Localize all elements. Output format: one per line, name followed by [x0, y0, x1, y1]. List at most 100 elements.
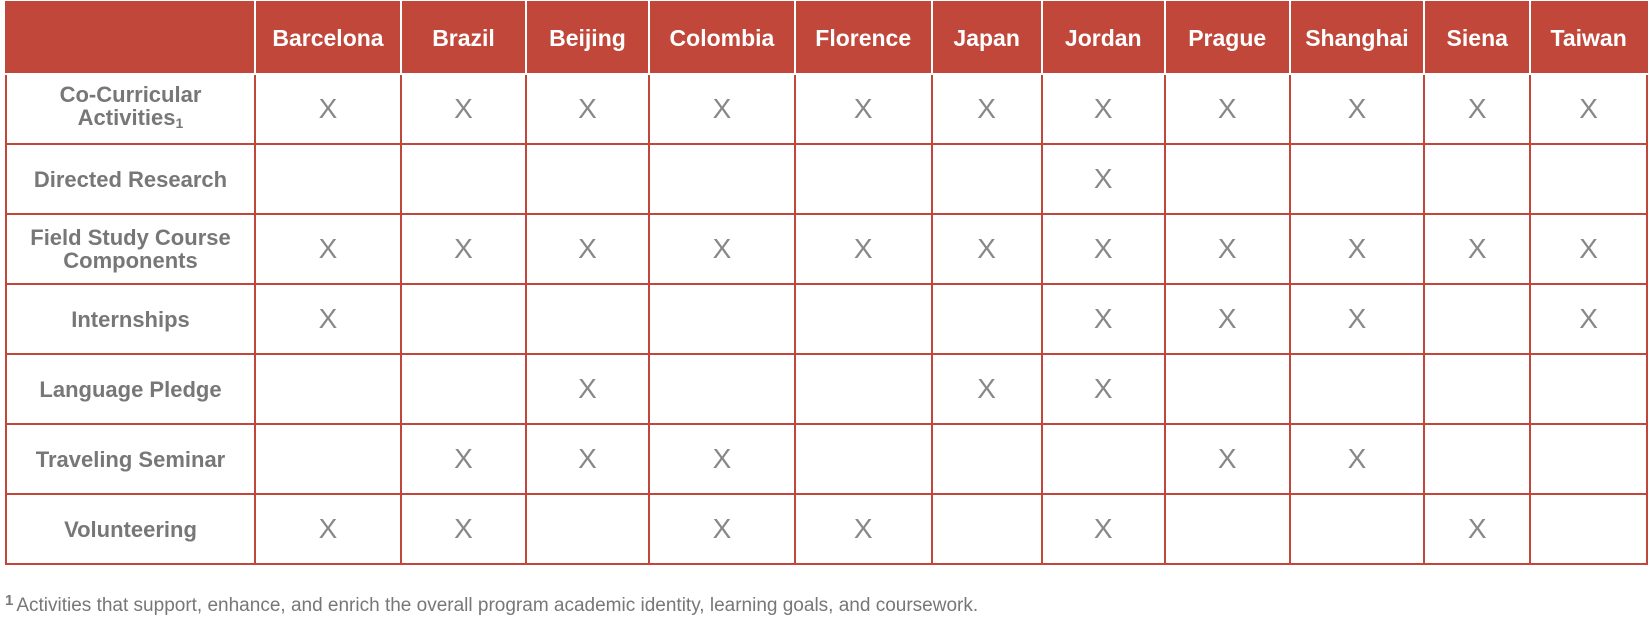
footnote-number: 1 [5, 592, 14, 609]
row-label: Directed Research [5, 143, 256, 215]
table-cell: X [399, 213, 528, 285]
corner-cell [5, 1, 256, 75]
table-cell: X [1040, 493, 1166, 565]
check-mark: X [454, 93, 473, 124]
table-cell [793, 143, 933, 215]
check-mark: X [853, 93, 873, 124]
footnote-reference: 1 [175, 115, 184, 131]
check-mark: X [977, 233, 996, 264]
check-mark: X [1347, 303, 1367, 334]
table-row: Co-Curricular Activities1 X X X X X X X X X X X [5, 73, 1648, 145]
footnote: 1 Activities that support, enhance, and e… [5, 592, 978, 617]
table-cell: X [1288, 283, 1426, 355]
table-cell [1529, 353, 1648, 425]
check-mark: X [712, 93, 732, 124]
column-header-taiwan: Taiwan [1529, 1, 1648, 75]
table-cell [1529, 143, 1648, 215]
row-label-text: Traveling Seminar [35, 446, 226, 472]
table-cell [1423, 283, 1532, 355]
column-header-brazil: Brazil [399, 1, 528, 75]
table-row: Directed Research X [5, 143, 1648, 215]
table-cell: X [1423, 213, 1532, 285]
table-cell: X [1288, 73, 1426, 145]
row-label: Internships [5, 283, 256, 355]
table-cell [399, 143, 528, 215]
table-cell [793, 353, 933, 425]
table-cell: X [930, 73, 1043, 145]
table-row: Language Pledge X X X [5, 353, 1648, 425]
row-label-text: Volunteering [64, 516, 197, 542]
program-features-table: Barcelona Brazil Beijing Colombia Florence Ja… [5, 1, 1648, 565]
table-cell [930, 283, 1043, 355]
check-mark: X [1093, 303, 1113, 334]
table-cell: X [1288, 213, 1426, 285]
table-cell: X [399, 423, 528, 495]
check-mark: X [1467, 513, 1487, 544]
column-header-beijing: Beijing [525, 1, 650, 75]
check-mark: X [578, 233, 597, 264]
table-cell: X [525, 353, 650, 425]
table-cell [793, 423, 933, 495]
check-mark: X [1347, 93, 1367, 124]
table-cell [253, 353, 403, 425]
check-mark: X [1093, 93, 1113, 124]
table-cell [930, 493, 1043, 565]
table-cell [525, 143, 650, 215]
table-cell: X [525, 213, 650, 285]
table-cell [1288, 493, 1426, 565]
check-mark: X [318, 303, 338, 334]
table-cell [253, 143, 403, 215]
table-cell: X [1163, 283, 1291, 355]
table-cell [525, 493, 650, 565]
check-mark: X [318, 513, 338, 544]
check-mark: X [1347, 233, 1367, 264]
table-row: Traveling Seminar X X X X X [5, 423, 1648, 495]
table-cell: X [1288, 423, 1426, 495]
table-cell: X [1529, 283, 1648, 355]
table-cell [647, 353, 796, 425]
table-cell [253, 423, 403, 495]
check-mark: X [712, 443, 732, 474]
table-cell [1163, 143, 1291, 215]
row-label-text: Internships [71, 306, 190, 332]
check-mark: X [318, 93, 338, 124]
table-cell [525, 283, 650, 355]
row-label: Language Pledge [5, 353, 256, 425]
row-label: Volunteering [5, 493, 256, 565]
row-label-text: Co-Curricular Activities [59, 82, 202, 130]
table-cell: X [647, 423, 796, 495]
table-cell: X [399, 73, 528, 145]
table-cell: X [253, 493, 403, 565]
column-header-florence: Florence [793, 1, 933, 75]
footnote-text: Activities that support, enhance, and en… [16, 595, 979, 616]
column-header-japan: Japan [930, 1, 1043, 75]
table-cell: X [1040, 283, 1166, 355]
table-cell [1529, 423, 1648, 495]
header-row: Barcelona Brazil Beijing Colombia Florence Ja… [5, 1, 1648, 75]
column-header-shanghai: Shanghai [1288, 1, 1426, 75]
table-row: Volunteering X X X X X X [5, 493, 1648, 565]
table-cell: X [793, 493, 933, 565]
table-cell [930, 423, 1043, 495]
table-cell [1423, 423, 1532, 495]
row-label: Co-Curricular Activities1 [5, 73, 256, 145]
table-cell: X [253, 213, 403, 285]
check-mark: X [1093, 513, 1113, 544]
row-label-text: Field Study Course Components [30, 225, 231, 273]
table-cell [1423, 353, 1532, 425]
check-mark: X [1093, 233, 1113, 264]
table-cell [1529, 493, 1648, 565]
table-cell [930, 143, 1043, 215]
check-mark: X [578, 93, 597, 124]
table-cell: X [1163, 73, 1291, 145]
check-mark: X [1347, 443, 1367, 474]
table-cell [647, 143, 796, 215]
table-cell [1040, 423, 1166, 495]
check-mark: X [578, 373, 597, 404]
table-cell: X [1529, 73, 1648, 145]
check-mark: X [1217, 443, 1237, 474]
check-mark: X [454, 513, 473, 544]
table-cell: X [793, 213, 933, 285]
table-cell [1423, 143, 1532, 215]
table-cell: X [647, 493, 796, 565]
